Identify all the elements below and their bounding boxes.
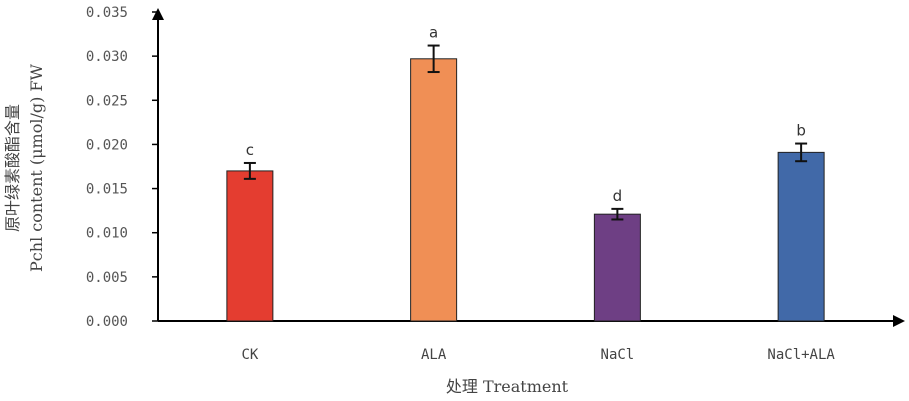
x-category-label: NaCl (601, 347, 635, 363)
y-tick-label: 0.035 (86, 5, 128, 21)
y-axis-title-en: Pchl content (μmol/g) FW (27, 63, 46, 271)
y-tick-label: 0.015 (86, 182, 128, 198)
x-category-label: NaCl+ALA (767, 347, 835, 363)
x-category-label: CK (241, 347, 258, 363)
significance-label: c (246, 141, 254, 159)
x-axis-title: 处理 Treatment (446, 377, 569, 396)
y-tick-label: 0.000 (86, 314, 128, 330)
bar (593, 213, 641, 322)
y-tick-label: 0.005 (86, 270, 128, 286)
x-category-label: ALA (421, 347, 447, 363)
y-axis-arrow (152, 8, 164, 20)
y-tick-label: 0.010 (86, 226, 128, 242)
significance-label: b (796, 122, 806, 140)
y-tick-label: 0.030 (86, 49, 128, 65)
x-axis-arrow (893, 315, 905, 327)
significance-label: d (613, 187, 623, 205)
y-tick-label: 0.020 (86, 137, 128, 153)
y-axis-title-cn: 原叶绿素酸酯含量 (3, 104, 22, 232)
bar (777, 151, 825, 322)
significance-label: a (429, 24, 438, 42)
y-tick-label: 0.025 (86, 93, 128, 109)
bar (226, 170, 274, 322)
bar (410, 58, 458, 322)
